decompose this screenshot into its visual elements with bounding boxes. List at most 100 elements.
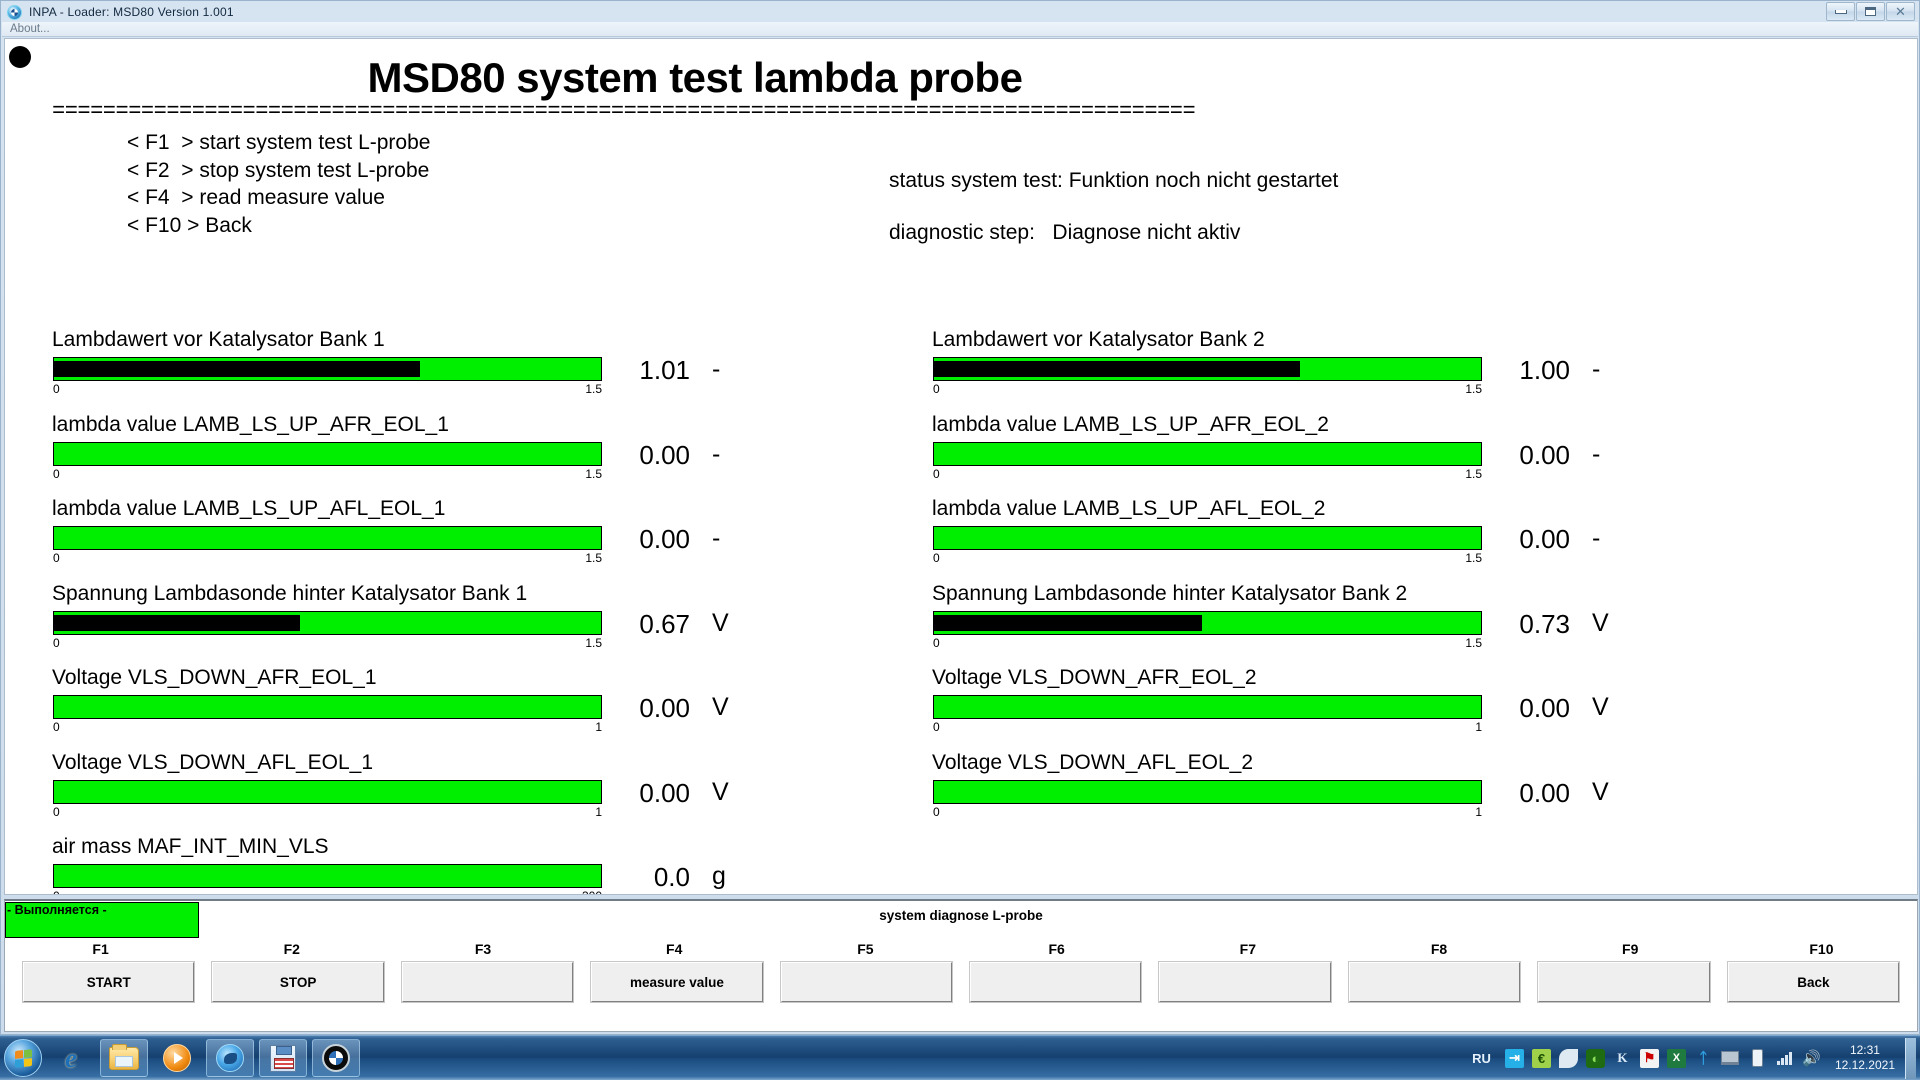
menu-bar: About... bbox=[2, 22, 1918, 37]
menu-item-about[interactable]: About... bbox=[10, 23, 50, 35]
gauge-unit: V bbox=[712, 777, 729, 806]
fkey-label-f5: F5 bbox=[857, 941, 874, 957]
gauge-column-left: Lambdawert vor Katalysator Bank 1 0 1.5 1.0… bbox=[52, 328, 812, 894]
flag-error-icon[interactable]: ⚑ bbox=[1639, 1048, 1659, 1068]
fkey-button-f2[interactable]: STOP bbox=[211, 961, 385, 1003]
leaf-icon[interactable] bbox=[1558, 1048, 1578, 1068]
gauge-scale-max: 1.5 bbox=[585, 382, 602, 396]
gauge-bar bbox=[53, 779, 602, 804]
money-icon[interactable]: € bbox=[1531, 1048, 1551, 1068]
gauge-label: Lambdawert vor Katalysator Bank 2 bbox=[932, 328, 1265, 351]
fkey-label-f2: F2 bbox=[283, 941, 300, 957]
fkey-label-f10: F10 bbox=[1809, 941, 1834, 957]
close-button[interactable]: ✕ bbox=[1886, 2, 1915, 21]
gauge-scale-max: 1.5 bbox=[1465, 635, 1482, 650]
gauge-row: Voltage VLS_DOWN_AFR_EOL_1 0 1 0.00 V bbox=[52, 667, 812, 752]
gauge-label: lambda value LAMB_LS_UP_AFR_EOL_2 bbox=[932, 412, 1329, 436]
gauge-bar bbox=[53, 441, 602, 466]
gauge-row: lambda value LAMB_LS_UP_AFL_EOL_2 0 1.5 0.0… bbox=[932, 498, 1692, 583]
gauge-bar-fill bbox=[934, 614, 1203, 631]
fkey-button-f8[interactable] bbox=[1347, 961, 1522, 1003]
gauge-scale-max: 1 bbox=[1475, 720, 1482, 734]
gauge-value: 0.0 bbox=[653, 862, 690, 892]
gauge-bar bbox=[933, 779, 1482, 804]
gauge-scale-min: 0 bbox=[933, 382, 940, 396]
gauge-value: 0.00 bbox=[639, 693, 690, 723]
taskbar-item-internet-explorer[interactable]: e bbox=[47, 1039, 95, 1077]
taskbar-item-bmw-app[interactable] bbox=[312, 1039, 360, 1077]
fkey-button-f4[interactable]: measure value bbox=[590, 961, 764, 1003]
gauge-label: Voltage VLS_DOWN_AFR_EOL_2 bbox=[932, 666, 1257, 689]
fkey-button-f9[interactable] bbox=[1537, 961, 1711, 1003]
fkey-label-f8: F8 bbox=[1430, 941, 1448, 957]
client-area: MSD80 system test lambda probe =========… bbox=[4, 38, 1918, 895]
signal-icon[interactable] bbox=[1775, 1049, 1794, 1068]
gauge-label: Lambdawert vor Katalysator Bank 1 bbox=[52, 328, 385, 351]
fkey-button-f3[interactable] bbox=[400, 961, 575, 1003]
fkey-label-f6: F6 bbox=[1048, 941, 1065, 957]
volume-icon[interactable]: 🔊 bbox=[1802, 1050, 1821, 1067]
fkey-button-f6[interactable] bbox=[969, 961, 1143, 1003]
fkey-label-f4: F4 bbox=[666, 941, 683, 957]
excel-icon[interactable]: X bbox=[1666, 1048, 1686, 1068]
taskbar-item-firefox[interactable] bbox=[206, 1039, 254, 1077]
fkey-label-f3: F3 bbox=[474, 941, 492, 957]
maximize-button[interactable] bbox=[1856, 2, 1885, 21]
gauge-scale-min: 0 bbox=[933, 551, 940, 565]
export-icon[interactable]: ⇥ bbox=[1504, 1048, 1524, 1068]
gauge-scale-min: 0 bbox=[53, 635, 60, 650]
system-tray: RU ⇥ € ◐ K ⚑ X ᛏ 🔊 12:31 12.12.2021 bbox=[1466, 1036, 1920, 1081]
gauge-row: lambda value LAMB_LS_UP_AFL_EOL_1 0 1.5 0.0… bbox=[52, 498, 812, 583]
window-controls: ✕ bbox=[1826, 2, 1915, 21]
start-orb-icon[interactable] bbox=[4, 1039, 42, 1077]
progress-indicator bbox=[5, 902, 199, 938]
function-key-legend: < F1 > start system test L-probe < F2 > … bbox=[127, 129, 430, 239]
gauge-scale-min: 0 bbox=[53, 551, 60, 565]
gauge-scale-max: 1.5 bbox=[585, 635, 602, 650]
page-title: MSD80 system test lambda probe bbox=[367, 54, 1023, 101]
firefox-icon bbox=[216, 1044, 244, 1072]
legend-row-f1: < F1 > start system test L-probe bbox=[127, 131, 431, 154]
gauge-label: Spannung Lambdasonde hinter Katalysator … bbox=[932, 581, 1408, 605]
gauge-unit: g bbox=[712, 862, 726, 890]
fkey-button-f10[interactable]: Back bbox=[1726, 961, 1901, 1003]
minimize-button[interactable] bbox=[1826, 2, 1855, 21]
fkey-button-f1[interactable]: START bbox=[21, 961, 196, 1003]
gauge-value: 0.00 bbox=[1519, 524, 1570, 554]
gauge-unit: V bbox=[1592, 693, 1609, 721]
gauge-bar-fill bbox=[54, 614, 301, 631]
k-icon[interactable]: K bbox=[1617, 1050, 1628, 1065]
fkey-label-f9: F9 bbox=[1622, 941, 1639, 957]
fkey-button-f7[interactable] bbox=[1158, 961, 1332, 1003]
tray-language-indicator[interactable]: RU bbox=[1472, 1050, 1491, 1066]
taskbar-item-save-tool[interactable] bbox=[259, 1039, 307, 1077]
window-title: INPA - Loader: MSD80 Version 1.001 bbox=[29, 5, 234, 19]
legend-row-f10: < F10 > Back bbox=[127, 213, 252, 237]
taskbar-item-file-explorer[interactable] bbox=[100, 1039, 148, 1077]
gauge-value: 1.00 bbox=[1519, 355, 1570, 385]
gauge-unit: V bbox=[712, 608, 729, 637]
show-desktop-button[interactable] bbox=[1905, 1037, 1916, 1079]
gauge-row: Spannung Lambdasonde hinter Katalysator … bbox=[52, 583, 812, 668]
fkey-button-f5[interactable] bbox=[779, 961, 954, 1003]
gauge-unit: - bbox=[1592, 524, 1601, 552]
gauge-value: 0.73 bbox=[1519, 608, 1570, 639]
display-icon[interactable] bbox=[1721, 1049, 1740, 1068]
internet-explorer-icon: e bbox=[65, 1043, 77, 1073]
gauge-value: 0.00 bbox=[639, 524, 690, 554]
nvidia-icon[interactable]: ◐ bbox=[1585, 1048, 1605, 1068]
gauge-value: 0.00 bbox=[1519, 693, 1570, 723]
battery-icon[interactable] bbox=[1748, 1049, 1767, 1068]
tray-clock[interactable]: 12:31 12.12.2021 bbox=[1835, 1043, 1895, 1073]
gauge-scale-max: 1 bbox=[595, 804, 602, 819]
gauge-scale-max: 1.5 bbox=[1465, 551, 1482, 565]
gauge-value: 1.01 bbox=[639, 355, 690, 385]
inpa-application-window: INPA - Loader: MSD80 Version 1.001 ✕ Abo… bbox=[0, 0, 1920, 1035]
bluetooth-icon[interactable]: ᛏ bbox=[1698, 1049, 1708, 1067]
tray-date: 12.12.2021 bbox=[1834, 1058, 1895, 1072]
gauge-value: 0.00 bbox=[639, 777, 690, 808]
taskbar-item-media-player[interactable] bbox=[153, 1039, 201, 1077]
gauge-label: lambda value LAMB_LS_UP_AFL_EOL_1 bbox=[52, 497, 446, 520]
gauge-row: lambda value LAMB_LS_UP_AFR_EOL_1 0 1.5 0.0… bbox=[52, 414, 812, 499]
gauge-scale-max: 300 bbox=[582, 890, 602, 894]
